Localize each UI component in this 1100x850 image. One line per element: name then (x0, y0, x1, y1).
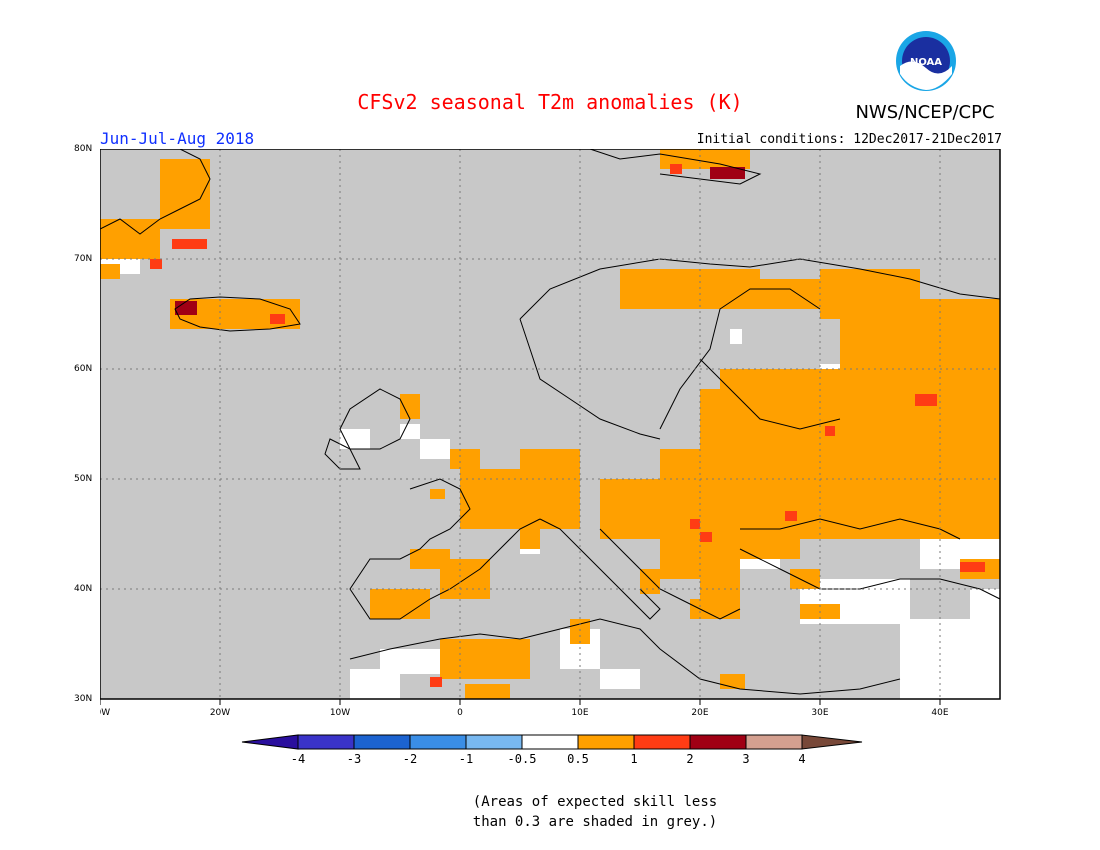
legend-tick-label: -1 (459, 752, 473, 766)
strong-warm-anomaly-regions (150, 164, 985, 687)
legend-swatch (745, 734, 803, 750)
map-frame (100, 149, 1001, 700)
graticule (100, 149, 1000, 699)
color-legend: -4 -3 -2 -1 -0.5 0.5 1 2 3 4 (241, 734, 863, 766)
legend-swatch (297, 734, 355, 750)
lat-label: 30N (74, 694, 93, 704)
lon-label: 10W (330, 708, 350, 718)
legend-swatch (689, 734, 747, 750)
legend-tick-label: -4 (291, 752, 305, 766)
organization-label: NWS/NCEP/CPC (855, 102, 995, 123)
noaa-logo: NOAA (895, 30, 957, 92)
lon-label: 30E (811, 708, 828, 718)
lon-label: 40E (931, 708, 948, 718)
lon-label: 10E (571, 708, 588, 718)
initial-conditions: Initial conditions: 12Dec2017-21Dec2017 (696, 132, 1002, 147)
anomaly-map: 30W 20W 10W 0 10E 20E 30E 40E (100, 149, 1001, 718)
legend-tick-label: 1 (630, 752, 637, 766)
skill-note-line2: than 0.3 are shaded in grey.) (472, 814, 718, 830)
lat-label: 70N (74, 254, 93, 264)
legend-swatch (577, 734, 635, 750)
legend-swatch (521, 734, 579, 750)
map-title: CFSv2 seasonal T2m anomalies (K) (357, 90, 743, 114)
legend-swatch (633, 734, 691, 750)
legend-arrow-low (241, 734, 299, 750)
legend-tick-label: -0.5 (508, 752, 537, 766)
legend-tick-label: 0.5 (567, 752, 589, 766)
legend-swatch (353, 734, 411, 750)
lon-label: 20E (691, 708, 708, 718)
legend-tick-label: 2 (686, 752, 693, 766)
lat-label: 60N (74, 364, 93, 374)
legend-labels: -4 -3 -2 -1 -0.5 0.5 1 2 3 4 (291, 752, 806, 766)
coastlines (100, 149, 1001, 695)
legend-tick-label: -2 (403, 752, 417, 766)
legend-swatches (241, 734, 863, 750)
lat-label: 50N (74, 474, 93, 484)
legend-swatch (465, 734, 523, 750)
very-strong-warm-anomaly-regions (175, 167, 745, 315)
skill-note-line1: (Areas of expected skill less (472, 794, 718, 810)
logo-text: NOAA (910, 57, 942, 68)
lat-label: 40N (74, 584, 93, 594)
lat-label: 80N (74, 144, 93, 154)
skill-note: (Areas of expected skill less than 0.3 a… (430, 792, 760, 832)
axis-ticks (100, 699, 941, 705)
legend-tick-label: 3 (742, 752, 749, 766)
lon-label: 30W (100, 708, 110, 718)
legend-tick-label: -3 (347, 752, 361, 766)
legend-swatch (409, 734, 467, 750)
lon-label: 20W (210, 708, 230, 718)
legend-tick-label: 4 (798, 752, 805, 766)
forecast-period: Jun-Jul-Aug 2018 (100, 129, 255, 148)
lon-label: 0 (457, 708, 463, 718)
legend-arrow-high (801, 734, 863, 750)
